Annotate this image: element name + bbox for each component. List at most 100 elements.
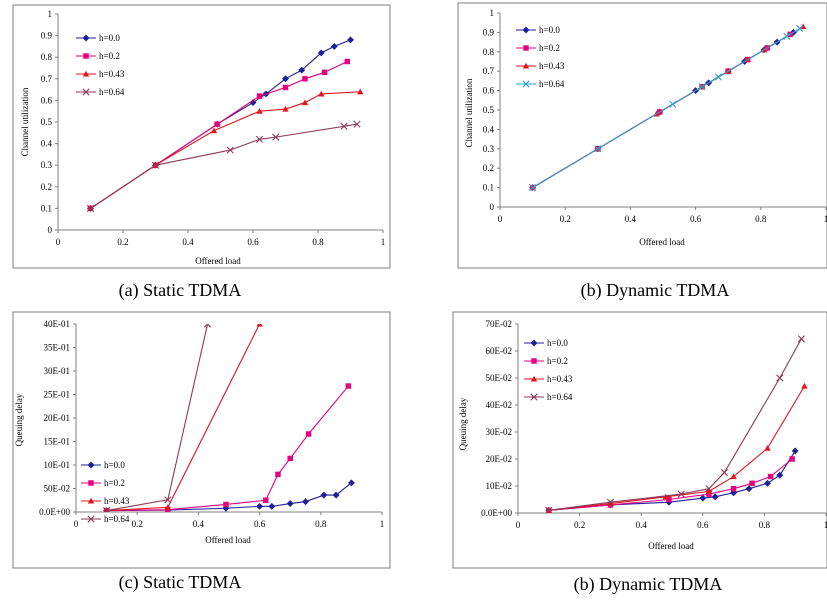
legend-marker-h=0.64 (82, 88, 90, 96)
y-tick-label: 0.3 (483, 144, 495, 154)
data-point-h=0.64 (272, 133, 280, 141)
y-tick-label: 50E-02 (44, 484, 71, 494)
data-point-h=0.64-stroke-2 (353, 120, 361, 128)
series-line-h=0.0 (106, 482, 352, 512)
legend-marker-h=0.64-stroke-2 (87, 515, 95, 523)
legend-label-h=0.2: h=0.2 (99, 51, 120, 61)
panel-a-caption: (a) Static TDMA (119, 280, 242, 301)
data-point-h=0.43 (705, 488, 713, 494)
data-point-h=0.64-stroke-2 (86, 204, 95, 212)
data-point-h=0.64 (594, 145, 602, 153)
legend-marker-h=0.0 (82, 34, 90, 42)
data-point-h=0.0 (745, 485, 753, 493)
data-point-h=0.64 (226, 146, 234, 154)
series-line-h=0.2 (106, 385, 349, 512)
legend-marker-h=0.2 (523, 45, 529, 51)
data-point-h=0.0 (256, 502, 264, 510)
data-point-h=0.43 (256, 324, 263, 327)
data-point-h=0.2 (282, 84, 289, 91)
x-tick-label: 0.2 (574, 520, 585, 530)
data-point-h=0.64 (103, 507, 111, 512)
data-point-h=0.0 (763, 479, 772, 487)
panel-b-ylabel: Channel utilization (464, 78, 474, 147)
y-tick-label: 0 (48, 225, 53, 235)
data-point-h=0.64-stroke-2 (255, 135, 264, 143)
data-point-h=0.64 (705, 485, 713, 493)
data-point-h=0.0 (330, 42, 338, 50)
panel-c-caption: (c) Static TDMA (119, 572, 242, 593)
data-point-h=0.0 (791, 447, 799, 455)
x-tick-label: 1 (824, 520, 827, 530)
data-point-h=0.64-stroke-2 (606, 498, 614, 506)
y-tick-label: 20E-01 (44, 413, 71, 423)
legend-marker-h=0.2 (531, 358, 537, 364)
y-tick-label: 20E-02 (486, 454, 513, 464)
data-point-h=0.64 (203, 324, 212, 328)
data-point-h=0.0 (346, 36, 355, 44)
data-point-h=0.64-stroke-2 (677, 490, 685, 498)
y-tick-label: 0.7 (483, 66, 495, 76)
y-tick-label: 1 (490, 8, 495, 18)
data-point-h=0.2 (344, 58, 350, 65)
data-point-h=0.64-stroke-2 (545, 506, 553, 513)
legend-label-h=0.2: h=0.2 (547, 356, 568, 366)
data-point-h=0.64-stroke-2 (783, 32, 791, 40)
y-tick-label: 0.9 (483, 27, 495, 37)
data-point-h=0.43 (799, 23, 807, 30)
legend-label-h=0.2: h=0.2 (104, 478, 125, 488)
data-point-h=0.0 (281, 75, 290, 83)
data-point-h=0.64-stroke-2 (594, 145, 602, 153)
x-tick-label: 1 (824, 214, 827, 224)
data-point-h=0.43 (730, 473, 737, 480)
legend-marker-h=0.43 (87, 497, 95, 504)
data-point-h=0.43 (164, 504, 171, 510)
data-point-h=0.2 (789, 456, 795, 462)
data-point-h=0.64-stroke-2 (720, 468, 728, 477)
data-point-h=0.64 (677, 490, 685, 498)
data-point-h=0.64 (545, 506, 553, 513)
data-point-h=0.64 (698, 83, 706, 91)
data-point-h=0.2 (730, 485, 737, 492)
data-point-h=0.64 (353, 120, 361, 128)
data-point-h=0.64 (164, 496, 172, 504)
x-tick-label: 0 (516, 520, 521, 530)
data-point-h=0.0 (286, 499, 294, 508)
legend-label-h=0.0: h=0.0 (547, 338, 568, 348)
data-point-h=0.2 (256, 93, 263, 99)
y-tick-label: 0.1 (41, 203, 52, 213)
legend-marker-h=0.64 (87, 515, 95, 523)
y-tick-label: 0.9 (41, 31, 53, 41)
series-line-h=0.2 (90, 61, 348, 209)
x-tick-label: 0.4 (193, 519, 205, 529)
y-tick-label: 0.6 (41, 95, 53, 105)
legend: h=0.0 h=0.2 h=0.43 h=0.64 (81, 460, 130, 524)
panel-c: 0.0E+00 50E-02 10E-01 15E-01 20E-01 25E-01 30E… (12, 311, 391, 593)
x-tick-label: 0.8 (315, 519, 327, 529)
x-tick-label: 0.4 (182, 237, 194, 247)
data-point-h=0.2 (666, 496, 672, 503)
panel-b-plot: 0 0.1 0.2 0.3 0.4 0.5 0.6 0.7 0.8 0.9 1 0 0.2 0.4 0.6 0… (483, 8, 827, 224)
data-point-h=0.0 (776, 471, 784, 479)
panel-b-frame (457, 2, 827, 269)
panel-c-xlabel: Offered load (205, 535, 251, 545)
panel-c-ylabel: Queuing delay (14, 393, 24, 446)
data-point-h=0.2 (706, 491, 712, 497)
x-tick-label: 0.6 (247, 237, 259, 247)
data-point-h=0.64-stroke-2 (776, 374, 784, 382)
y-tick-label: 0.3 (41, 160, 53, 170)
data-point-h=0.43 (662, 493, 670, 500)
panel-d-frame (452, 311, 827, 569)
data-point-h=0.0 (699, 494, 707, 502)
data-point-h=0.2 (214, 121, 220, 127)
data-point-h=0.0 (317, 49, 325, 57)
y-tick-label: 0.1 (483, 183, 494, 193)
legend-label-h=0.64: h=0.64 (99, 87, 125, 97)
x-tick-label: 0.8 (759, 520, 771, 530)
y-tick-label: 0.5 (41, 117, 53, 127)
data-point-h=0.43 (256, 108, 263, 114)
panel-d-ylabel: Queuing delay (458, 397, 468, 450)
legend-label-h=0.64: h=0.64 (539, 79, 565, 89)
data-point-h=0.64 (796, 24, 804, 33)
data-point-h=0.2 (302, 76, 308, 82)
y-tick-label: 25E-01 (44, 390, 71, 400)
